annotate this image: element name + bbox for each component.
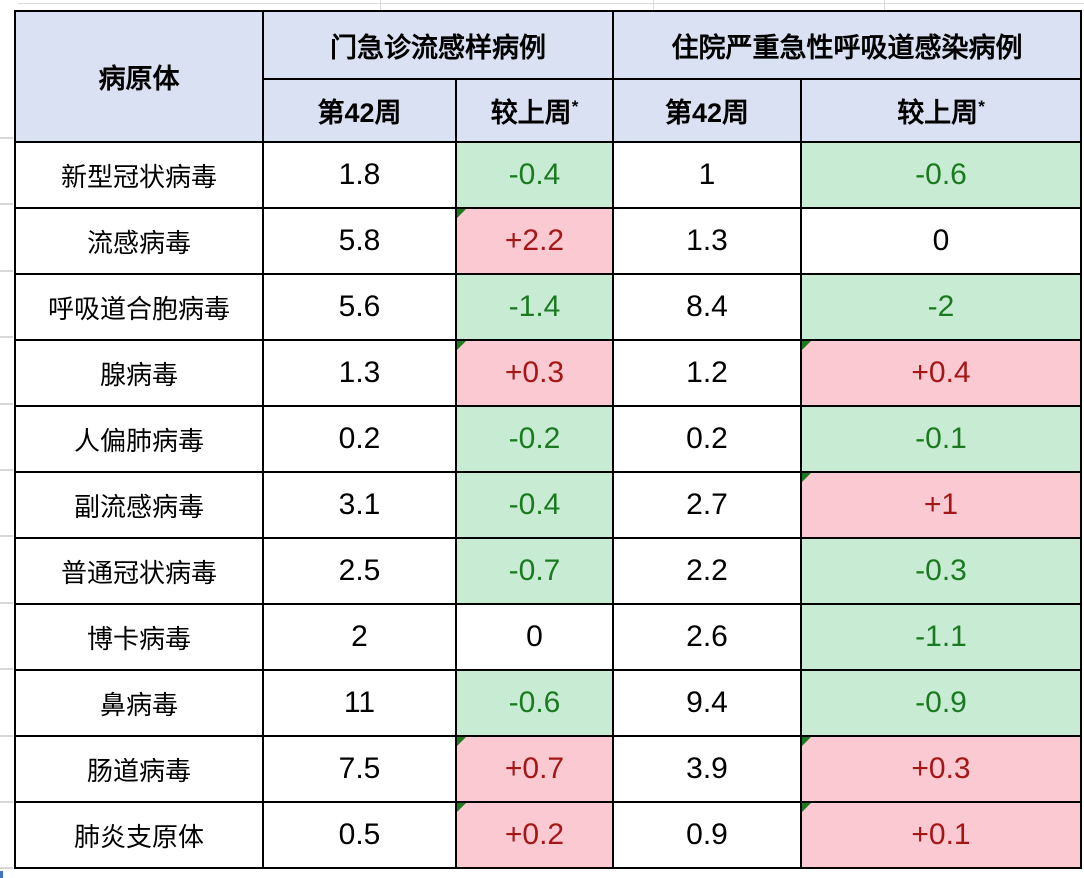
pathogen-name-cell[interactable]: 肠道病毒 bbox=[14, 735, 264, 803]
hosp-week-value-cell[interactable]: 9.4 bbox=[612, 669, 802, 737]
opd-week-value-cell[interactable]: 11 bbox=[262, 669, 457, 737]
table-row: 呼吸道合胞病毒 5.6 -1.4 8.4 -2 bbox=[14, 273, 1082, 341]
pathogen-name-cell[interactable]: 新型冠状病毒 bbox=[14, 141, 264, 209]
margin-gridline-stub bbox=[0, 203, 13, 205]
pathogen-name-cell[interactable]: 人偏肺病毒 bbox=[14, 405, 264, 473]
margin-gridline-stub bbox=[0, 469, 13, 471]
opd-change-value-cell[interactable]: +0.2 bbox=[455, 801, 614, 869]
opd-change-value-cell[interactable]: +2.2 bbox=[455, 207, 614, 275]
hosp-change-value-cell[interactable]: -2 bbox=[800, 273, 1082, 341]
hosp-change-value-cell[interactable]: -0.9 bbox=[800, 669, 1082, 737]
opd-week-value-cell[interactable]: 5.6 bbox=[262, 273, 457, 341]
opd-week-value-cell[interactable]: 3.1 bbox=[262, 471, 457, 539]
opd-change-value-cell[interactable]: -1.4 bbox=[455, 273, 614, 341]
margin-gridline-horizontal bbox=[18, 3, 1084, 4]
opd-change-value-cell[interactable]: -0.6 bbox=[455, 669, 614, 737]
margin-gridline-stub bbox=[884, 0, 885, 10]
pathogen-name-cell[interactable]: 肺炎支原体 bbox=[14, 801, 264, 869]
table-row: 肺炎支原体 0.5 +0.2 0.9 +0.1 bbox=[14, 801, 1082, 869]
opd-change-value-cell[interactable]: +0.3 bbox=[455, 339, 614, 407]
hosp-week-value-cell[interactable]: 8.4 bbox=[612, 273, 802, 341]
pathogen-name-cell[interactable]: 腺病毒 bbox=[14, 339, 264, 407]
opd-week-value-cell[interactable]: 5.8 bbox=[262, 207, 457, 275]
table-row: 腺病毒 1.3 +0.3 1.2 +0.4 bbox=[14, 339, 1082, 407]
opd-change-value-cell[interactable]: 0 bbox=[455, 603, 614, 671]
hosp-change-value-cell[interactable]: +0.4 bbox=[800, 339, 1082, 407]
margin-gridline-stub bbox=[0, 602, 13, 604]
hosp-week-value-cell[interactable]: 1.3 bbox=[612, 207, 802, 275]
table-row: 博卡病毒 2 0 2.6 -1.1 bbox=[14, 603, 1082, 671]
opd-change-value-cell[interactable]: -0.7 bbox=[455, 537, 614, 605]
opd-week-value-cell[interactable]: 1.8 bbox=[262, 141, 457, 209]
margin-gridline-stub bbox=[0, 801, 13, 803]
pathogen-name-cell[interactable]: 鼻病毒 bbox=[14, 669, 264, 737]
opd-change-value-cell[interactable]: +0.7 bbox=[455, 735, 614, 803]
hosp-week-value-cell[interactable]: 0.2 bbox=[612, 405, 802, 473]
pathogen-name-cell[interactable]: 呼吸道合胞病毒 bbox=[14, 273, 264, 341]
opd-week-value-cell[interactable]: 2 bbox=[262, 603, 457, 671]
footnote-asterisk: * bbox=[571, 97, 579, 116]
opd-week-value-cell[interactable]: 0.2 bbox=[262, 405, 457, 473]
hosp-week-value-cell[interactable]: 2.2 bbox=[612, 537, 802, 605]
margin-gridline-stub bbox=[653, 0, 654, 10]
margin-gridline-stub bbox=[0, 336, 13, 338]
hosp-week-value-cell[interactable]: 2.6 bbox=[612, 603, 802, 671]
hosp-change-value-cell[interactable]: 0 bbox=[800, 207, 1082, 275]
hosp-change-value-cell[interactable]: +0.3 bbox=[800, 735, 1082, 803]
opd-change-value-cell[interactable]: -0.4 bbox=[455, 141, 614, 209]
margin-gridline-stub bbox=[0, 535, 13, 537]
margin-gridline-stub bbox=[0, 270, 13, 272]
pathogen-name-cell[interactable]: 流感病毒 bbox=[14, 207, 264, 275]
col-group-hospitalized-sari[interactable]: 住院严重急性呼吸道感染病例 bbox=[612, 10, 1082, 80]
opd-change-value-cell[interactable]: -0.4 bbox=[455, 471, 614, 539]
col-header-week-opd[interactable]: 第42周 bbox=[262, 78, 457, 143]
hosp-change-value-cell[interactable]: +0.1 bbox=[800, 801, 1082, 869]
pathogen-name-cell[interactable]: 副流感病毒 bbox=[14, 471, 264, 539]
hosp-change-value-cell[interactable]: -0.6 bbox=[800, 141, 1082, 209]
hosp-week-value-cell[interactable]: 0.9 bbox=[612, 801, 802, 869]
col-header-week-hosp[interactable]: 第42周 bbox=[612, 78, 802, 143]
margin-gridline-stub bbox=[0, 137, 13, 139]
hosp-week-value-cell[interactable]: 3.9 bbox=[612, 735, 802, 803]
hosp-change-value-cell[interactable]: -0.1 bbox=[800, 405, 1082, 473]
col-group-outpatient-ili[interactable]: 门急诊流感样病例 bbox=[262, 10, 614, 80]
table-row: 新型冠状病毒 1.8 -0.4 1 -0.6 bbox=[14, 141, 1082, 209]
selection-artifact bbox=[0, 871, 3, 878]
opd-change-value-cell[interactable]: -0.2 bbox=[455, 405, 614, 473]
col-header-pathogen[interactable]: 病原体 bbox=[14, 10, 264, 143]
pathogen-name-cell[interactable]: 博卡病毒 bbox=[14, 603, 264, 671]
hosp-week-value-cell[interactable]: 1.2 bbox=[612, 339, 802, 407]
footnote-asterisk: * bbox=[978, 97, 985, 116]
opd-week-value-cell[interactable]: 1.3 bbox=[262, 339, 457, 407]
opd-week-value-cell[interactable]: 7.5 bbox=[262, 735, 457, 803]
table-row: 鼻病毒 11 -0.6 9.4 -0.9 bbox=[14, 669, 1082, 737]
margin-gridline-stub bbox=[380, 0, 381, 10]
col-header-change-hosp[interactable]: 较上周* bbox=[800, 78, 1082, 143]
pathogen-name-cell[interactable]: 普通冠状病毒 bbox=[14, 537, 264, 605]
hosp-change-value-cell[interactable]: -0.3 bbox=[800, 537, 1082, 605]
margin-gridline-stub bbox=[0, 668, 13, 670]
hosp-change-value-cell[interactable]: -1.1 bbox=[800, 603, 1082, 671]
opd-week-value-cell[interactable]: 2.5 bbox=[262, 537, 457, 605]
table-row: 流感病毒 5.8 +2.2 1.3 0 bbox=[14, 207, 1082, 275]
table-row: 普通冠状病毒 2.5 -0.7 2.2 -0.3 bbox=[14, 537, 1082, 605]
col-header-change-opd[interactable]: 较上周* bbox=[455, 78, 614, 143]
table-row: 人偏肺病毒 0.2 -0.2 0.2 -0.1 bbox=[14, 405, 1082, 473]
table-row: 肠道病毒 7.5 +0.7 3.9 +0.3 bbox=[14, 735, 1082, 803]
hosp-change-value-cell[interactable]: +1 bbox=[800, 471, 1082, 539]
table-row: 副流感病毒 3.1 -0.4 2.7 +1 bbox=[14, 471, 1082, 539]
opd-week-value-cell[interactable]: 0.5 bbox=[262, 801, 457, 869]
hosp-week-value-cell[interactable]: 2.7 bbox=[612, 471, 802, 539]
margin-gridline-stub bbox=[0, 735, 13, 737]
margin-gridline-stub bbox=[0, 403, 13, 405]
margin-gridline-stub bbox=[0, 867, 13, 869]
hosp-week-value-cell[interactable]: 1 bbox=[612, 141, 802, 209]
pathogen-surveillance-table: 病原体 门急诊流感样病例 住院严重急性呼吸道感染病例 第42周 较上周* 第42… bbox=[14, 10, 1082, 869]
